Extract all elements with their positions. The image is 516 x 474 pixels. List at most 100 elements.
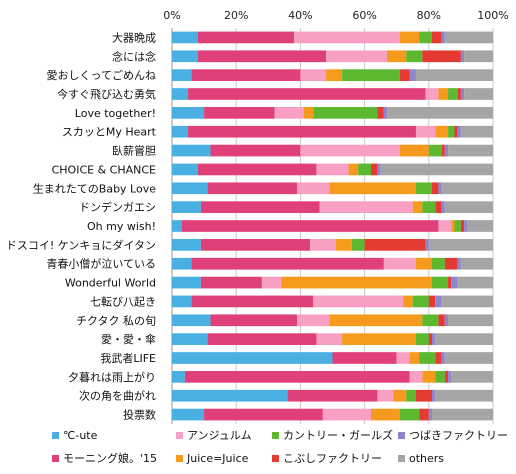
bar-segment — [383, 107, 388, 119]
bar-segment — [172, 220, 182, 232]
bar-segment — [329, 182, 416, 195]
bar-segment — [457, 276, 493, 289]
bar-segment — [172, 69, 192, 81]
category-label: 念には念 — [112, 49, 156, 63]
bar-segment — [432, 31, 442, 44]
bar-segment — [441, 182, 493, 195]
bar-segment — [425, 239, 429, 251]
bar-segment — [396, 352, 410, 364]
category-label: Oh my wish! — [87, 220, 156, 233]
bar-segment — [310, 239, 336, 251]
bar-segment — [371, 163, 378, 176]
category-label: ドンデンガエシ — [79, 200, 156, 214]
bar-segment — [300, 144, 400, 157]
bar-segment — [188, 88, 426, 100]
bar-segment — [448, 144, 493, 157]
bar-segment — [415, 389, 433, 402]
bar-segment — [332, 352, 397, 364]
bar-segment — [428, 333, 433, 345]
bar-segment — [377, 389, 394, 402]
bar-segment — [172, 50, 198, 63]
bar-segment — [428, 239, 493, 251]
bar-segment — [399, 69, 410, 81]
bar-segment — [281, 276, 433, 289]
bar-segment — [454, 125, 458, 138]
bar-segment — [444, 31, 493, 44]
bar-segment — [444, 201, 493, 213]
bar-segment — [422, 201, 436, 213]
bar-segment — [464, 50, 493, 63]
bar-segment — [419, 352, 436, 364]
x-tick-label: 20% — [224, 9, 248, 22]
x-tick-label: 40% — [288, 9, 312, 22]
bar-segment — [348, 163, 359, 176]
bar-segment — [191, 69, 301, 81]
category-label: スカッとMy Heart — [62, 126, 157, 139]
bar-segment — [441, 352, 445, 364]
legend-swatch — [52, 432, 59, 439]
bar-segment — [380, 163, 493, 176]
category-label: Love together! — [75, 107, 156, 120]
bar-segment — [448, 125, 455, 138]
category-label: 大器晩成 — [112, 30, 156, 44]
bar-segment — [191, 295, 314, 308]
bar-segment — [313, 295, 404, 308]
bar-segment — [172, 352, 333, 364]
legend-label: アンジュルム — [187, 429, 252, 442]
bar-segment — [403, 295, 413, 308]
bar-segment — [415, 257, 433, 270]
bar-segment — [172, 107, 205, 119]
bar-segment — [448, 88, 458, 100]
bar-segment — [451, 371, 493, 383]
bar-segment — [172, 239, 201, 251]
bar-segment — [460, 88, 465, 100]
bar-segment — [448, 276, 452, 289]
category-label: 愛おしくってごめんね — [47, 68, 156, 82]
bar-segment — [412, 295, 429, 308]
bar-segment — [172, 371, 185, 383]
bar-segment — [460, 257, 493, 270]
bar-segment — [200, 239, 311, 251]
bar-segment — [293, 31, 400, 44]
bar-segment — [438, 220, 452, 232]
bar-segment — [451, 220, 455, 232]
bar-segment — [326, 69, 343, 81]
bar-segment — [467, 220, 493, 232]
bar-segment — [409, 371, 423, 383]
bar-segment — [210, 144, 301, 157]
bar-segment — [457, 125, 461, 138]
bar-segment — [274, 107, 304, 119]
bar-segment — [425, 88, 439, 100]
bar-segment — [441, 144, 445, 157]
bar-segment — [342, 69, 400, 81]
bar-segment — [172, 276, 201, 289]
bar-segment — [207, 333, 317, 345]
bar-segment — [444, 352, 493, 364]
bar-segment — [399, 144, 429, 157]
category-label: 我武者LIFE — [100, 352, 156, 365]
x-axis-ticks: 0% 20% 40% 60% 80% 100% — [163, 9, 508, 22]
bar-segment — [207, 182, 298, 195]
bar-segment — [377, 107, 384, 119]
bar-segment — [422, 314, 439, 327]
bar-segment — [188, 125, 416, 138]
bar-segment — [438, 88, 449, 100]
bar-segment — [399, 408, 420, 421]
bar-segment — [409, 69, 416, 81]
bar-segment — [435, 371, 445, 383]
legend-label: Juice=Juice — [186, 452, 249, 465]
bar-segment — [460, 220, 465, 232]
bar-segment — [172, 144, 211, 157]
bar-segment — [383, 257, 416, 270]
legend-swatch — [272, 455, 279, 462]
bar-segment — [329, 314, 423, 327]
bar-segment — [371, 408, 400, 421]
bar-segment — [432, 182, 439, 195]
legend-swatch — [176, 455, 183, 462]
bar-segment — [200, 201, 320, 213]
bar-segment — [191, 257, 384, 270]
bar-segment — [303, 107, 314, 119]
bar-segment — [422, 371, 436, 383]
x-tick-label: 80% — [417, 9, 441, 22]
